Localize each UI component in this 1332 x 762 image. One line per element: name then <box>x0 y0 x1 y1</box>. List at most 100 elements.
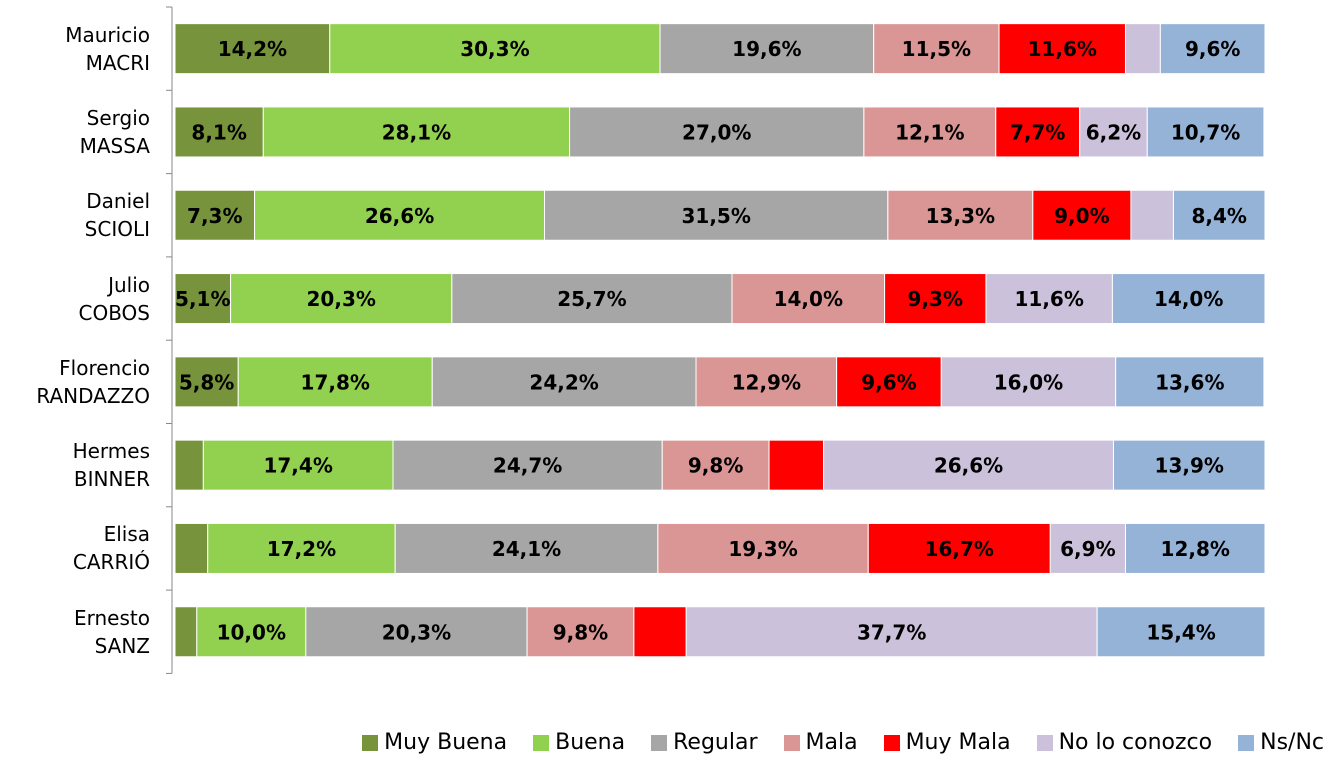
bar-segment <box>1111 273 1266 325</box>
value-label: 12,1% <box>895 120 964 144</box>
value-label: 8,4% <box>1191 204 1246 228</box>
value-label: 9,6% <box>1185 37 1240 61</box>
bar-segment <box>1096 606 1266 658</box>
legend-label: Ns/Nc <box>1260 730 1324 755</box>
value-label: 20,3% <box>382 620 451 644</box>
bar-segment <box>1112 439 1266 491</box>
value-label: 30,3% <box>460 37 529 61</box>
value-label: 9,0% <box>1054 204 1109 228</box>
legend-label: No lo conozco <box>1058 730 1213 755</box>
legend-label: Mala <box>805 730 858 755</box>
value-label: 26,6% <box>934 454 1003 478</box>
legend-item: Regular <box>651 730 758 755</box>
bar-segment <box>695 356 838 408</box>
value-label: 15,4% <box>1146 620 1215 644</box>
bar-segment <box>657 522 869 574</box>
value-label: 24,2% <box>529 370 598 394</box>
value-label: 9,6% <box>861 370 916 394</box>
bar-segment <box>1130 189 1174 241</box>
value-label: 10,7% <box>1171 120 1240 144</box>
category-label: Daniel SCIOLI <box>84 189 150 242</box>
legend-label: Muy Buena <box>384 730 508 755</box>
bar-segment <box>254 189 546 241</box>
bar-segment <box>863 106 997 158</box>
value-label: 12,8% <box>1161 537 1230 561</box>
category-label: Sergio MASSA <box>79 105 150 158</box>
bar-segment <box>431 356 697 408</box>
value-label: 11,6% <box>1028 37 1097 61</box>
bar-segment <box>1115 356 1265 408</box>
legend-item: Ns/Nc <box>1238 730 1324 755</box>
value-label: 31,5% <box>681 204 750 228</box>
value-label: 28,1% <box>382 120 451 144</box>
legend: Muy Buena Buena Regular Mala Muy Mala No lo c… <box>362 730 1324 755</box>
category-label: Mauricio MACRI <box>65 22 150 75</box>
category-label: Julio COBOS <box>78 272 150 325</box>
bar-segment <box>174 106 264 158</box>
legend-swatch <box>883 734 900 751</box>
bar-segment <box>174 522 209 574</box>
value-label: 20,3% <box>307 287 376 311</box>
value-label: 7,3% <box>187 204 242 228</box>
bar-segment <box>174 273 232 325</box>
legend-item: Mala <box>783 730 858 755</box>
value-label: 17,2% <box>267 537 336 561</box>
category-label: Elisa CARRIÓ <box>72 522 150 575</box>
legend-swatch <box>533 734 550 751</box>
value-label: 26,6% <box>365 204 434 228</box>
bar-segment <box>526 606 635 658</box>
legend-swatch <box>651 734 668 751</box>
bar-segment <box>174 356 239 408</box>
value-label: 9,8% <box>553 620 608 644</box>
bar-segment <box>1049 522 1126 574</box>
bar-segment <box>1159 23 1266 75</box>
bar-segment <box>768 439 825 491</box>
category-label: Hermes BINNER <box>72 439 150 492</box>
legend-swatch <box>783 734 800 751</box>
value-label: 17,4% <box>263 454 332 478</box>
bar-segment <box>174 189 256 241</box>
value-label: 14,0% <box>1154 287 1223 311</box>
value-label: 8,1% <box>191 120 246 144</box>
bar-segment <box>685 606 1098 658</box>
value-label: 9,8% <box>688 454 743 478</box>
value-label: 14,2% <box>218 37 287 61</box>
value-label: 13,3% <box>926 204 995 228</box>
value-label: 17,8% <box>301 370 370 394</box>
bar-segment <box>230 273 453 325</box>
bar-segment <box>823 439 1114 491</box>
value-label: 25,7% <box>557 287 626 311</box>
value-label: 11,6% <box>1014 287 1083 311</box>
bar-segment <box>196 606 307 658</box>
value-label: 27,0% <box>682 120 751 144</box>
category-label: Florencio RANDAZZO <box>36 355 150 408</box>
value-label: 14,0% <box>774 287 843 311</box>
value-label: 19,3% <box>728 537 797 561</box>
bar-segment <box>174 439 204 491</box>
value-label: 11,5% <box>902 37 971 61</box>
bar-segment <box>659 23 875 75</box>
bar-segment <box>392 439 663 491</box>
value-label: 7,7% <box>1010 120 1065 144</box>
legend-item: Muy Buena <box>362 730 507 755</box>
legend-swatch <box>1238 734 1255 751</box>
value-label: 24,7% <box>493 454 562 478</box>
value-label: 5,8% <box>179 370 234 394</box>
legend-label: Muy Mala <box>905 730 1011 755</box>
bar-segment <box>174 606 198 658</box>
legend-swatch <box>362 734 379 751</box>
bar-segment <box>1146 106 1265 158</box>
value-label: 24,1% <box>492 537 561 561</box>
bar-segment <box>237 356 433 408</box>
bar-segment <box>731 273 886 325</box>
bar-segment <box>995 106 1081 158</box>
bar-segment <box>1032 189 1132 241</box>
bar-segment <box>873 23 1000 75</box>
bar-segment <box>329 23 661 75</box>
bar-segment <box>985 273 1113 325</box>
bar-segment <box>884 273 987 325</box>
legend-item: Muy Mala <box>883 730 1011 755</box>
legend-label: Buena <box>555 730 626 755</box>
value-label: 5,1% <box>175 287 230 311</box>
